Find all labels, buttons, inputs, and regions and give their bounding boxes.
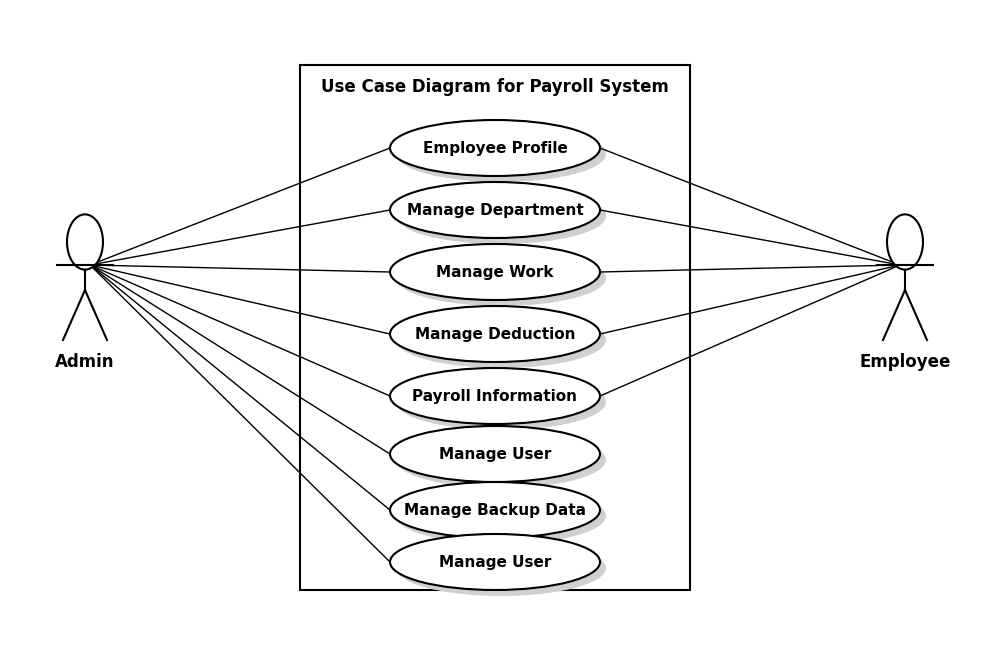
Ellipse shape (396, 312, 606, 368)
Text: Manage Backup Data: Manage Backup Data (404, 502, 586, 517)
Ellipse shape (390, 306, 600, 362)
Text: Manage Work: Manage Work (437, 264, 553, 279)
Text: Manage User: Manage User (439, 555, 551, 570)
Ellipse shape (396, 126, 606, 182)
Text: Admin: Admin (55, 353, 115, 371)
Ellipse shape (390, 426, 600, 482)
Ellipse shape (396, 250, 606, 306)
Ellipse shape (390, 368, 600, 424)
Ellipse shape (390, 244, 600, 300)
Text: Manage Department: Manage Department (407, 203, 583, 217)
Text: Use Case Diagram for Payroll System: Use Case Diagram for Payroll System (321, 78, 669, 96)
Ellipse shape (390, 120, 600, 176)
Text: Employee: Employee (859, 353, 950, 371)
Text: Manage User: Manage User (439, 446, 551, 462)
Ellipse shape (887, 214, 923, 270)
Ellipse shape (396, 488, 606, 544)
Ellipse shape (67, 214, 103, 270)
Ellipse shape (396, 432, 606, 488)
Text: Manage Deduction: Manage Deduction (415, 326, 575, 341)
Text: Employee Profile: Employee Profile (423, 141, 567, 155)
Ellipse shape (390, 482, 600, 538)
Ellipse shape (390, 534, 600, 590)
Ellipse shape (396, 540, 606, 596)
Ellipse shape (396, 188, 606, 244)
Bar (300, 65, 690, 590)
Ellipse shape (396, 374, 606, 430)
Ellipse shape (390, 182, 600, 238)
Text: Payroll Information: Payroll Information (413, 388, 577, 404)
